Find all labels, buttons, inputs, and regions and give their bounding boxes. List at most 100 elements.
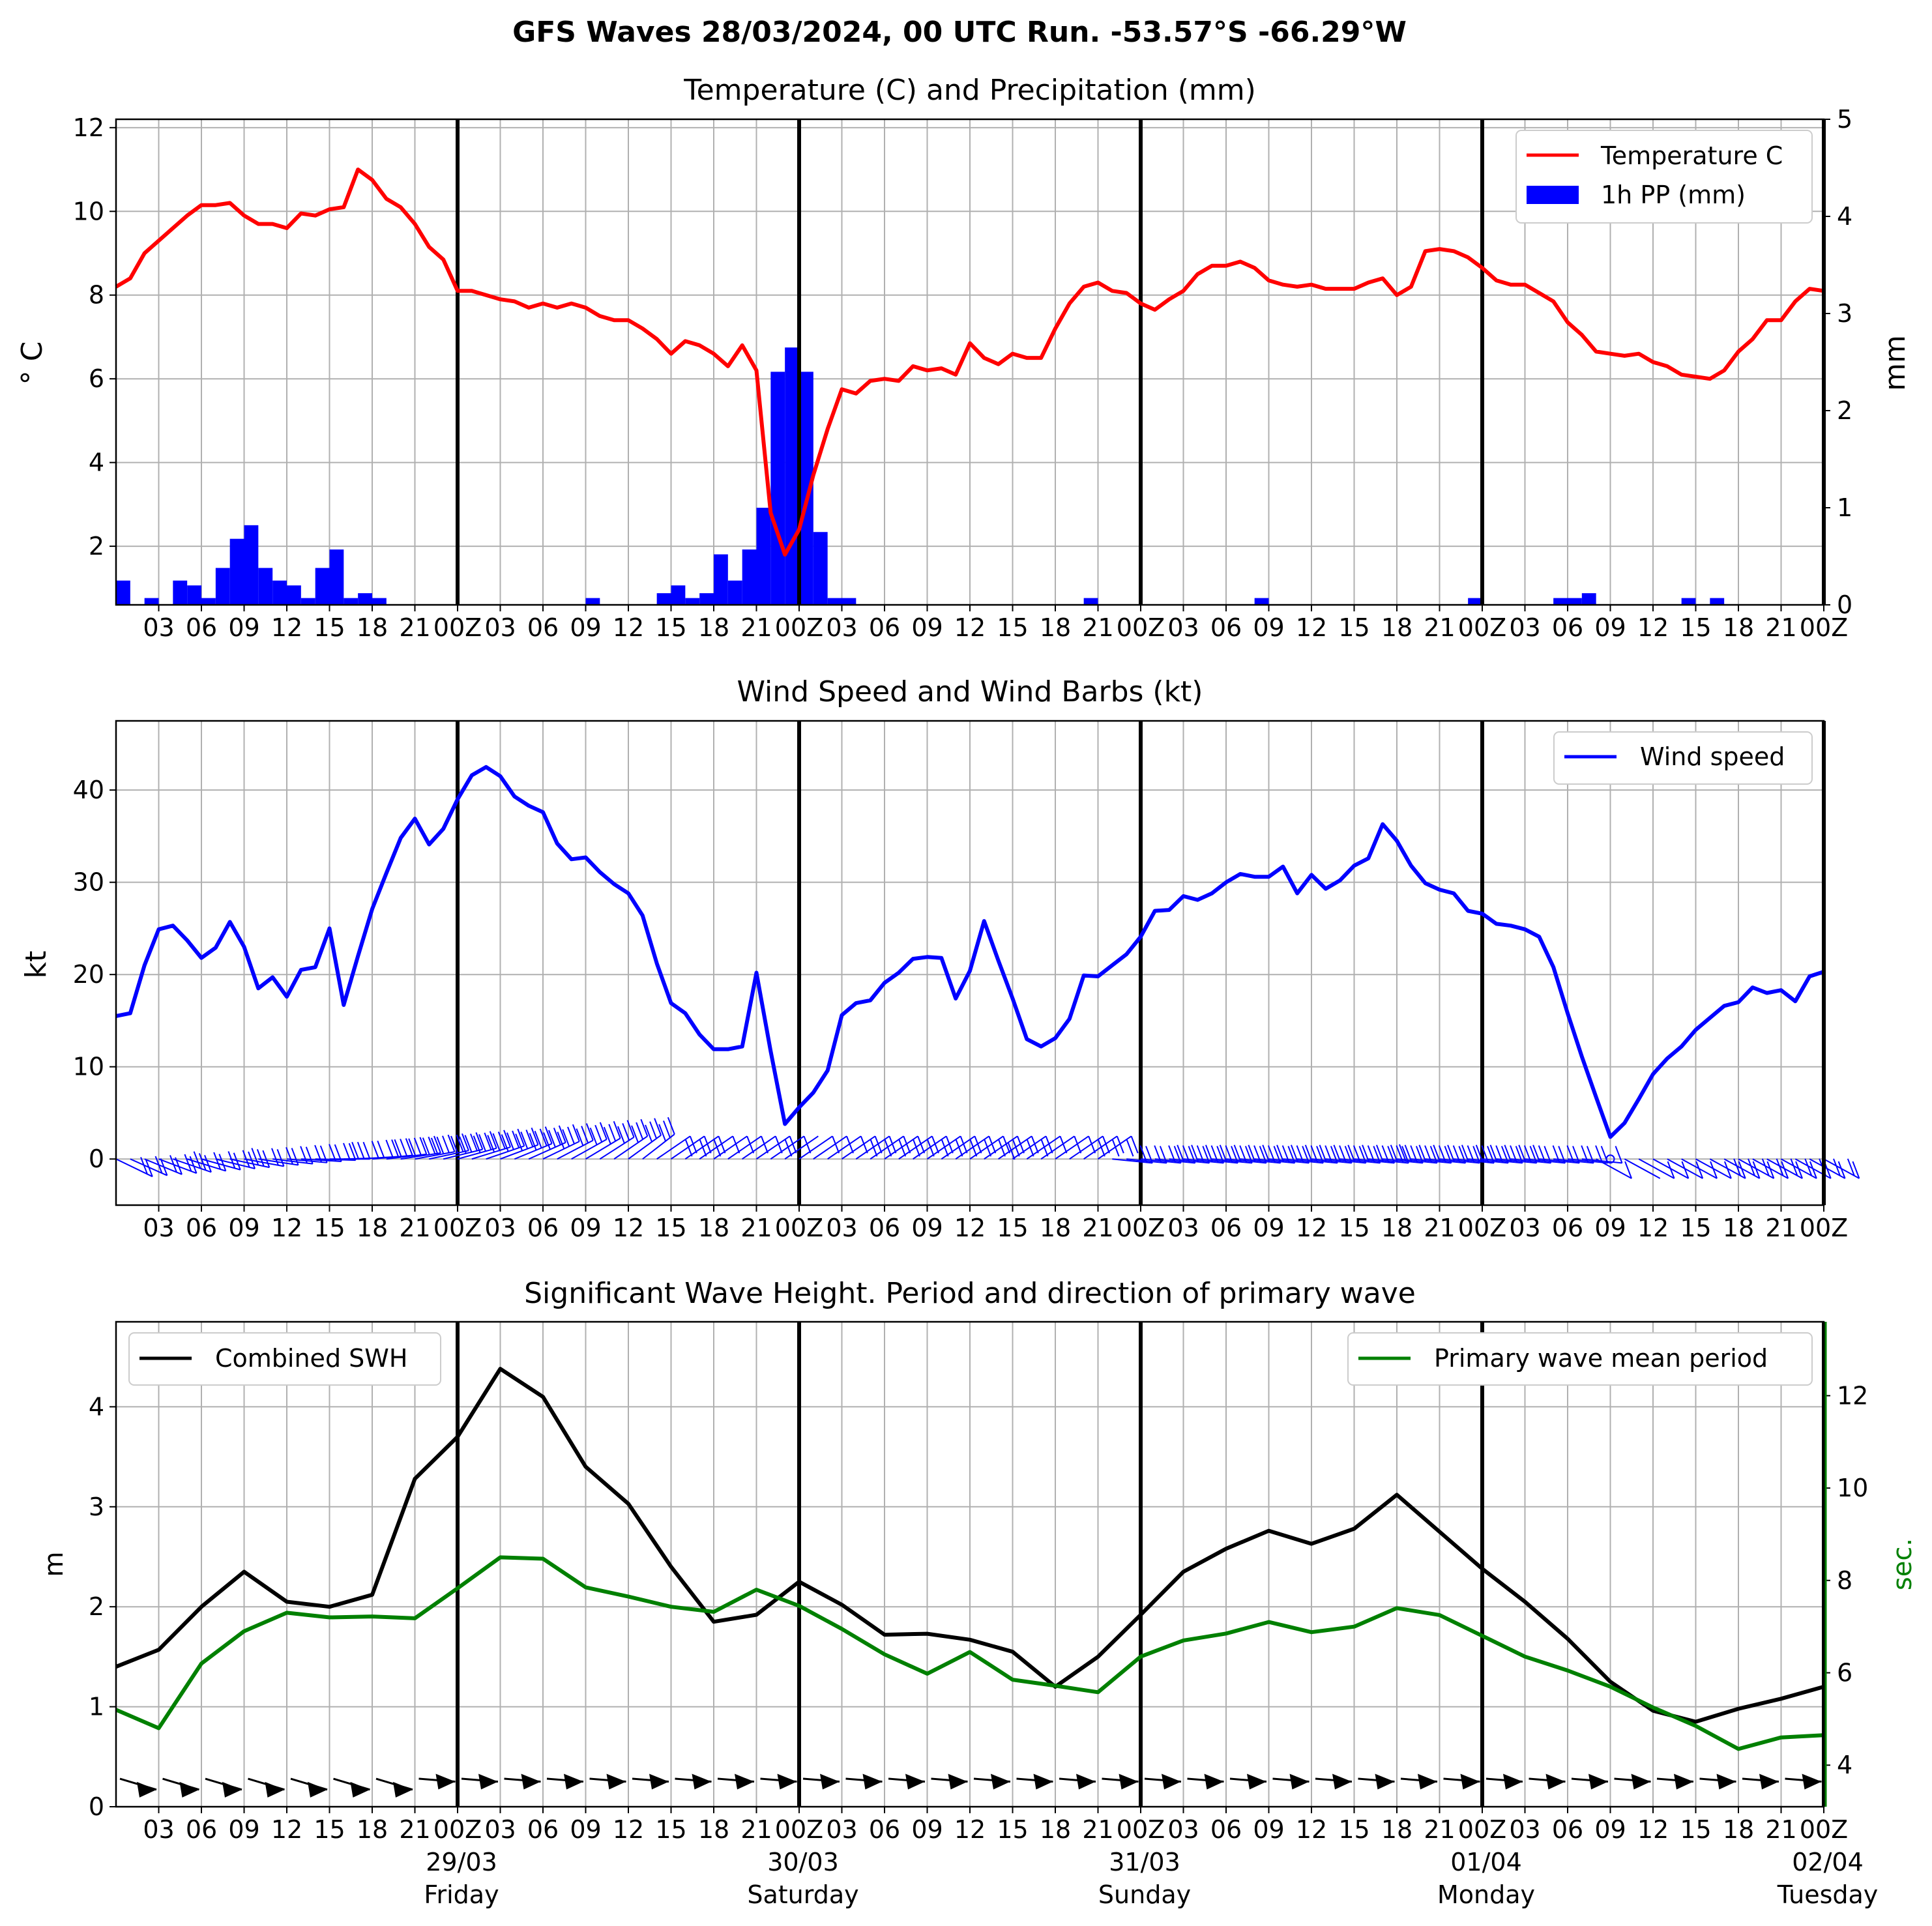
wind-barb-staff <box>813 1135 847 1160</box>
temp-xtick-label: 06 <box>527 613 559 642</box>
wind-speed-line-point <box>1794 1000 1796 1002</box>
swh-line-point <box>670 1566 672 1568</box>
wave-xtick-label: 15 <box>314 1815 345 1844</box>
wind-barb-staff <box>1411 1158 1452 1164</box>
temperature-line-point <box>827 428 828 430</box>
temp-xtick-label: 15 <box>1338 613 1369 642</box>
wind-speed-line-point <box>1766 992 1768 994</box>
period-line-point <box>457 1588 458 1589</box>
wind-barb-feather <box>1795 1161 1804 1179</box>
wave-xtick-label: 00Z <box>1117 1815 1165 1844</box>
swh-line-point <box>1482 1568 1483 1569</box>
precip-bar <box>1553 598 1568 605</box>
temperature-line-point <box>272 223 273 225</box>
wave-xtick-label: 15 <box>1680 1815 1711 1844</box>
wind-barb-staff <box>173 1158 212 1173</box>
temperature-line-point <box>926 370 928 372</box>
wind-barb-feather <box>1088 1135 1096 1154</box>
wind-barb-staff <box>1197 1158 1238 1164</box>
wind-barb-feather <box>903 1135 911 1154</box>
wind-barb-staff <box>1154 1158 1195 1164</box>
wind-barb-feather <box>1433 1145 1441 1163</box>
wind-barb-feather <box>343 1143 351 1161</box>
wind-xtick-label: 12 <box>271 1214 302 1242</box>
period-line-point <box>841 1628 843 1629</box>
temp-ytick-label: 4 <box>89 448 104 477</box>
temperature-line-point <box>770 512 772 514</box>
wind-xtick-label: 18 <box>698 1214 729 1242</box>
wind-barb-feather <box>557 1131 565 1149</box>
wave-direction-arrowhead <box>777 1773 797 1790</box>
wind-xtick-label: 18 <box>1040 1214 1071 1242</box>
wave-xtick-label: 06 <box>1552 1815 1583 1844</box>
temp-ytick-label: 2 <box>89 532 104 561</box>
wind-speed-line-point <box>457 798 458 800</box>
wind-barb-feather <box>599 1122 607 1140</box>
wind-barb-staff <box>115 1158 153 1178</box>
wind-barb-feather <box>464 1135 473 1152</box>
wind-speed-line-point <box>912 958 914 959</box>
wind-speed-line-point <box>1680 1045 1682 1047</box>
wind-speed-line-point <box>485 766 487 768</box>
temp-ytick-label: 10 <box>73 197 104 226</box>
period-legend-label: Primary wave mean period <box>1434 1344 1768 1373</box>
wind-speed-line-point <box>1424 883 1426 884</box>
wave-direction-arrowhead <box>1716 1773 1736 1790</box>
wave-ytick-label: 2 <box>89 1592 104 1621</box>
wave-direction-arrowhead <box>521 1773 541 1790</box>
temp-xtick-label: 00Z <box>775 613 823 642</box>
wind-barb-staff <box>1652 1158 1689 1179</box>
precip-bar <box>799 372 813 605</box>
wind-speed-line-point <box>1168 909 1170 911</box>
wind-barb-staff <box>684 1135 720 1160</box>
wave-ytick-label: 3 <box>89 1493 104 1521</box>
wave-direction-arrowhead <box>222 1781 242 1798</box>
wind-barb-staff <box>443 1148 483 1160</box>
weekday-label: Sunday <box>1098 1880 1191 1909</box>
wind-barb-feather <box>1319 1145 1327 1163</box>
swh-line-point <box>1225 1548 1227 1550</box>
wave-xtick-label: 00Z <box>1800 1815 1848 1844</box>
wind-barb-feather <box>1362 1145 1370 1163</box>
period-line-point <box>499 1556 501 1558</box>
wind-barb-feather <box>832 1135 840 1154</box>
wind-barb-staff <box>1766 1158 1803 1179</box>
wave-ytick-label: 0 <box>89 1792 104 1821</box>
wind-barb-feather <box>428 1136 436 1154</box>
wind-barb-feather <box>558 1125 566 1143</box>
wind-barb-feather <box>1102 1135 1110 1154</box>
wind-speed-line-point <box>684 1012 686 1014</box>
wind-speed-line-point <box>201 957 202 959</box>
wind-speed-line-point <box>1595 1096 1597 1098</box>
swh-line-point <box>585 1466 587 1468</box>
wind-speed-line-point <box>1467 910 1469 912</box>
wind-barb-staff <box>1169 1158 1210 1164</box>
temp-ylabel-left: ° C <box>16 342 49 385</box>
temp-xtick-label: 09 <box>570 613 601 642</box>
wind-barb-staff <box>713 1135 748 1160</box>
wind-barb-staff <box>1311 1158 1352 1164</box>
swh-legend: Combined SWH <box>128 1332 441 1386</box>
temperature-line-point <box>1396 294 1398 296</box>
wind-barb-staff <box>1723 1158 1761 1179</box>
wind-barb-feather <box>1304 1145 1313 1163</box>
wind-barb-feather <box>456 1134 464 1152</box>
wind-barb-feather <box>447 1134 456 1152</box>
wind-barb-feather <box>645 1124 653 1143</box>
wave-direction-arrowhead <box>137 1781 156 1798</box>
wind-xtick-label: 03 <box>1167 1214 1199 1242</box>
wind-barb-feather <box>1248 1145 1256 1163</box>
wind-barb-feather <box>470 1133 478 1151</box>
wind-barb-feather <box>450 1135 458 1154</box>
wind-barb-feather <box>218 1154 227 1171</box>
wind-barb-feather <box>543 1132 551 1150</box>
wind-barb-feather <box>506 1132 514 1150</box>
wind-barb-feather <box>1012 1139 1020 1157</box>
wind-barb-feather <box>774 1135 783 1154</box>
wind-barb-feather <box>945 1135 954 1154</box>
temperature-line-point <box>870 380 871 382</box>
period-line-point <box>1482 1635 1483 1637</box>
wind-barb-staff <box>557 1139 594 1160</box>
swh-line-point <box>926 1633 928 1635</box>
wind-barb-feather <box>1040 1139 1049 1157</box>
